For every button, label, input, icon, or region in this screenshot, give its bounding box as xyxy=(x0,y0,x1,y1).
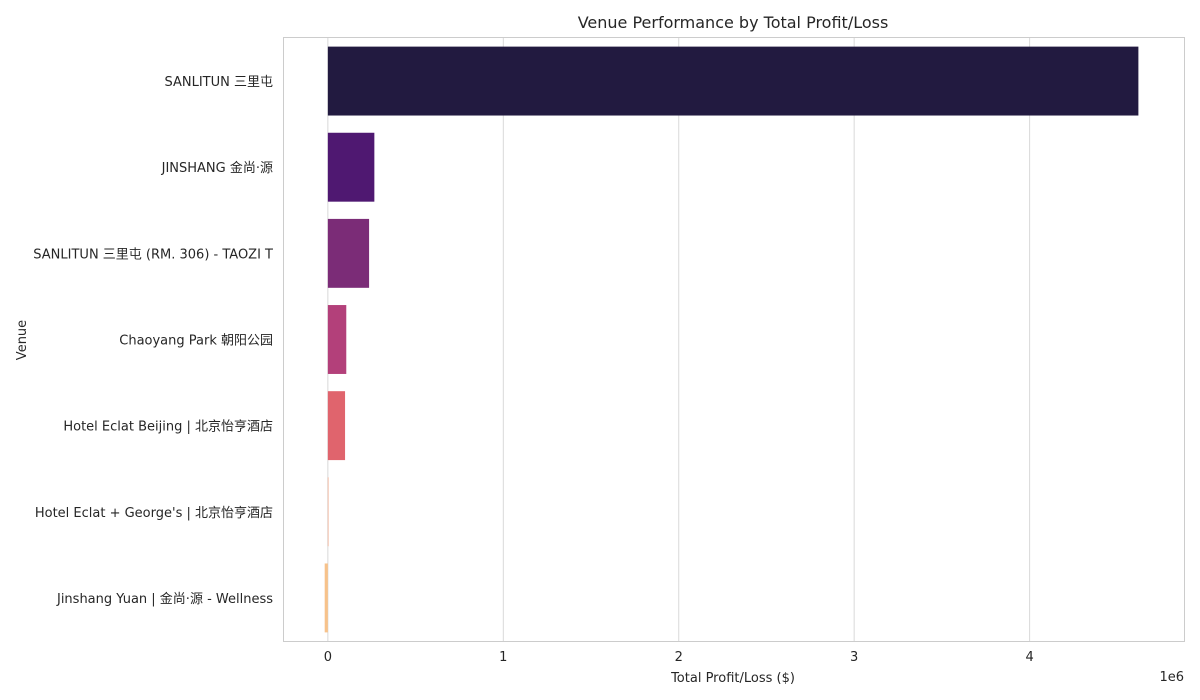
y-tick-label: Hotel Eclat Beijing | 北京怡亨酒店 xyxy=(63,419,273,435)
bar xyxy=(327,477,329,547)
bar xyxy=(327,218,370,288)
x-tick-labels: 0 1 2 3 4 xyxy=(324,650,1034,665)
chart-title: Venue Performance by Total Profit/Loss xyxy=(578,13,889,32)
x-scale-label: 1e6 xyxy=(1159,670,1184,685)
y-tick-label: Jinshang Yuan | 金尚·源 - Wellness xyxy=(56,591,273,607)
y-axis-label: Venue xyxy=(15,320,30,360)
bar xyxy=(324,563,328,633)
bar xyxy=(327,391,346,461)
y-tick-label: JINSHANG 金尚·源 xyxy=(161,160,273,176)
bar xyxy=(327,132,375,202)
x-tick-label: 0 xyxy=(324,650,332,665)
x-axis-label: Total Profit/Loss ($) xyxy=(670,671,795,686)
bar xyxy=(327,46,1139,116)
x-tick-label: 1 xyxy=(499,650,507,665)
bar xyxy=(327,305,347,374)
y-tick-label: SANLITUN 三里屯 xyxy=(164,75,273,90)
x-tick-label: 4 xyxy=(1025,650,1033,665)
bars xyxy=(324,46,1139,633)
y-tick-label: Hotel Eclat + George's | 北京怡亨酒店 xyxy=(35,505,273,521)
x-tick-label: 3 xyxy=(850,650,858,665)
y-tick-labels: SANLITUN 三里屯 JINSHANG 金尚·源 SANLITUN 三里屯 (R… xyxy=(33,75,273,607)
x-tick-label: 2 xyxy=(675,650,683,665)
gridlines xyxy=(327,38,1031,641)
y-tick-label: Chaoyang Park 朝阳公园 xyxy=(119,334,273,349)
y-tick-label: SANLITUN 三里屯 (RM. 306) - TAOZI T xyxy=(33,247,273,262)
plot-frame xyxy=(283,37,1185,642)
